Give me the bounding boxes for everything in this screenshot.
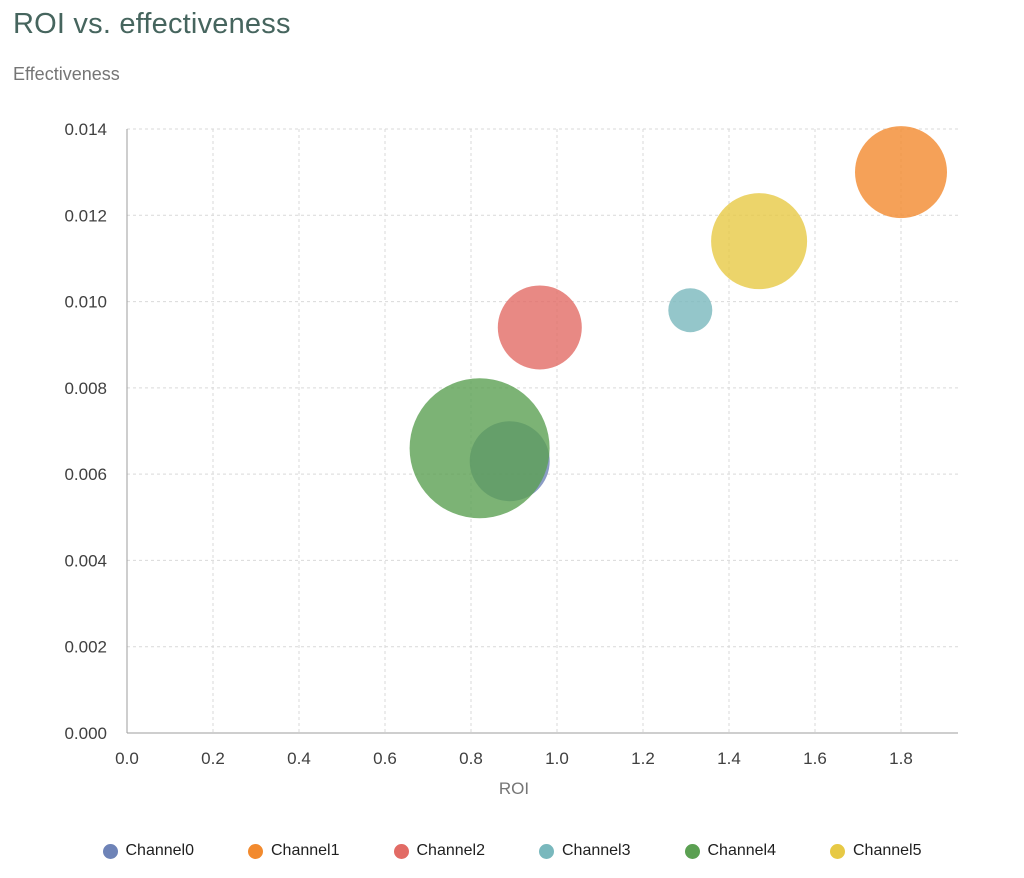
legend-item-channel5[interactable]: Channel5 [830, 842, 922, 860]
chart-title: ROI vs. effectiveness [13, 8, 291, 40]
legend-label: Channel1 [271, 842, 340, 859]
x-tick-label: 0.2 [201, 749, 225, 768]
x-tick-label: 0.4 [287, 749, 311, 768]
legend-swatch-icon [830, 843, 845, 859]
legend-swatch-icon [684, 843, 700, 859]
y-tick-label: 0.004 [64, 551, 107, 570]
x-tick-label: 1.2 [631, 749, 655, 768]
x-tick-label: 1.8 [889, 749, 913, 768]
y-tick-label: 0.006 [64, 465, 107, 484]
y-axis-title: Effectiveness [13, 64, 120, 84]
bubble-channel3[interactable] [668, 288, 713, 333]
x-axis-title: ROI [498, 779, 530, 798]
legend-item-channel1[interactable]: Channel1 [248, 842, 340, 860]
x-tick-label: 0.6 [373, 749, 397, 768]
y-tick-label: 0.010 [64, 293, 107, 312]
legend-swatch-icon [539, 843, 554, 859]
bubble-channel2[interactable] [497, 285, 582, 370]
x-tick-label: 1.0 [545, 749, 569, 768]
bubble-channel1[interactable] [855, 126, 947, 219]
bubble-channel4[interactable] [409, 378, 550, 519]
legend-label: Channel5 [853, 842, 922, 859]
legend-swatch-icon [102, 843, 118, 859]
bubble-channel5[interactable] [711, 193, 808, 290]
x-tick-label: 0.0 [115, 749, 139, 768]
legend-label: Channel3 [562, 842, 631, 859]
legend-label: Channel4 [707, 842, 777, 859]
y-tick-label: 0.008 [64, 379, 107, 398]
legend-item-channel4[interactable]: Channel4 [684, 842, 777, 860]
legend-item-channel0[interactable]: Channel0 [102, 842, 195, 860]
x-tick-label: 1.6 [803, 749, 827, 768]
y-tick-label: 0.000 [64, 724, 107, 743]
legend-label: Channel2 [416, 842, 486, 859]
legend-swatch-icon [393, 843, 409, 859]
x-tick-label: 0.8 [459, 749, 483, 768]
y-tick-label: 0.012 [64, 206, 107, 225]
x-tick-label: 1.4 [717, 749, 741, 768]
y-tick-label: 0.014 [64, 120, 107, 139]
legend-label: Channel0 [125, 842, 195, 859]
legend-swatch-icon [248, 843, 263, 859]
y-tick-label: 0.002 [64, 638, 107, 657]
legend: Channel0 Channel1 Channel2 Channel3 Channel4… [0, 842, 1024, 860]
legend-item-channel3[interactable]: Channel3 [539, 842, 631, 860]
legend-item-channel2[interactable]: Channel2 [393, 842, 486, 860]
